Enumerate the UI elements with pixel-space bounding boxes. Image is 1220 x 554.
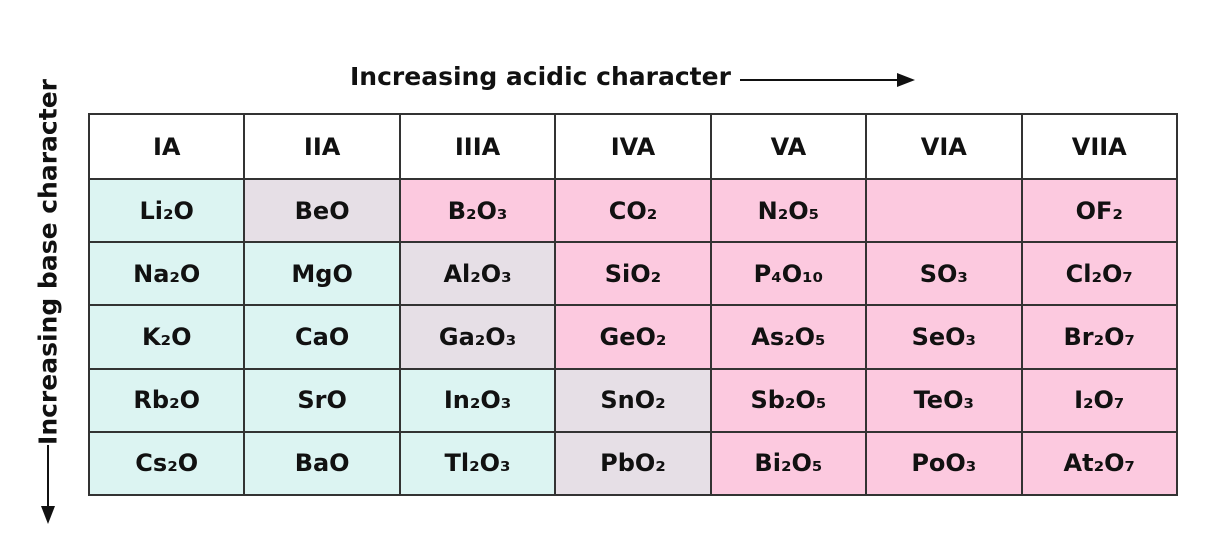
table-row: K₂O CaO Ga₂O₃ GeO₂ As₂O₅ SeO₃ Br₂O₇	[87, 304, 1179, 370]
table-row: Li₂O BeO B₂O₃ CO₂ N₂O₅ OF₂	[87, 177, 1179, 244]
oxide-cell: B₂O₃	[398, 177, 557, 244]
oxide-cell: Bi₂O₅	[709, 430, 868, 497]
table-row: Rb₂O SrO In₂O₃ SnO₂ Sb₂O₅ TeO₃ I₂O₇	[87, 367, 1179, 433]
oxide-cell	[865, 177, 1023, 244]
top-label: Increasing acidic character	[350, 62, 731, 91]
oxide-cell: BaO	[243, 430, 401, 497]
oxide-cell: GeO₂	[554, 304, 712, 370]
oxide-cell: I₂O₇	[1020, 367, 1179, 433]
oxide-cell: SiO₂	[554, 241, 712, 307]
oxide-cell: Rb₂O	[87, 367, 246, 433]
oxide-cell: TeO₃	[865, 367, 1023, 433]
column-header: IIA	[243, 113, 401, 180]
column-header: VIIA	[1020, 113, 1179, 180]
oxide-cell: At₂O₇	[1020, 430, 1179, 497]
oxide-cell: SnO₂	[554, 367, 712, 433]
oxide-cell: SO₃	[865, 241, 1023, 307]
column-header: IA	[87, 113, 246, 180]
oxide-cell: PbO₂	[554, 430, 712, 497]
column-header: VA	[709, 113, 868, 180]
oxide-cell: Sb₂O₅	[709, 367, 868, 433]
oxide-cell: K₂O	[87, 304, 246, 370]
header-row: IA IIA IIIA IVA VA VIA VIIA	[87, 113, 1179, 180]
oxide-cell: CaO	[243, 304, 401, 370]
arrow-head	[897, 73, 915, 87]
oxide-cell: OF₂	[1020, 177, 1179, 244]
oxide-cell: Na₂O	[87, 241, 246, 307]
table-row: Na₂O MgO Al₂O₃ SiO₂ P₄O₁₀ SO₃ Cl₂O₇	[87, 241, 1179, 307]
oxide-table: IA IIA IIIA IVA VA VIA VIIA Li₂O BeO B₂O₃ CO₂ N₂O₅ O…	[87, 113, 1179, 497]
oxide-cell: Cs₂O	[87, 430, 246, 497]
oxide-cell: Ga₂O₃	[398, 304, 557, 370]
column-header: IVA	[554, 113, 712, 180]
oxide-cell: Tl₂O₃	[398, 430, 557, 497]
oxide-cell: Al₂O₃	[398, 241, 557, 307]
oxide-cell: P₄O₁₀	[709, 241, 868, 307]
oxide-cell: PoO₃	[865, 430, 1023, 497]
table-row: Cs₂O BaO Tl₂O₃ PbO₂ Bi₂O₅ PoO₃ At₂O₇	[87, 430, 1179, 497]
oxide-cell: Br₂O₇	[1020, 304, 1179, 370]
oxide-cell: As₂O₅	[709, 304, 868, 370]
oxide-cell: N₂O₅	[709, 177, 868, 244]
oxide-cell: SrO	[243, 367, 401, 433]
column-header: IIIA	[398, 113, 557, 180]
oxide-cell: Li₂O	[87, 177, 246, 244]
oxide-cell: In₂O₃	[398, 367, 557, 433]
oxide-cell: Cl₂O₇	[1020, 241, 1179, 307]
oxide-cell: MgO	[243, 241, 401, 307]
oxide-cell: CO₂	[554, 177, 712, 244]
arrow-head	[41, 506, 55, 524]
oxide-cell: SeO₃	[865, 304, 1023, 370]
column-header: VIA	[865, 113, 1023, 180]
oxide-cell: BeO	[243, 177, 401, 244]
